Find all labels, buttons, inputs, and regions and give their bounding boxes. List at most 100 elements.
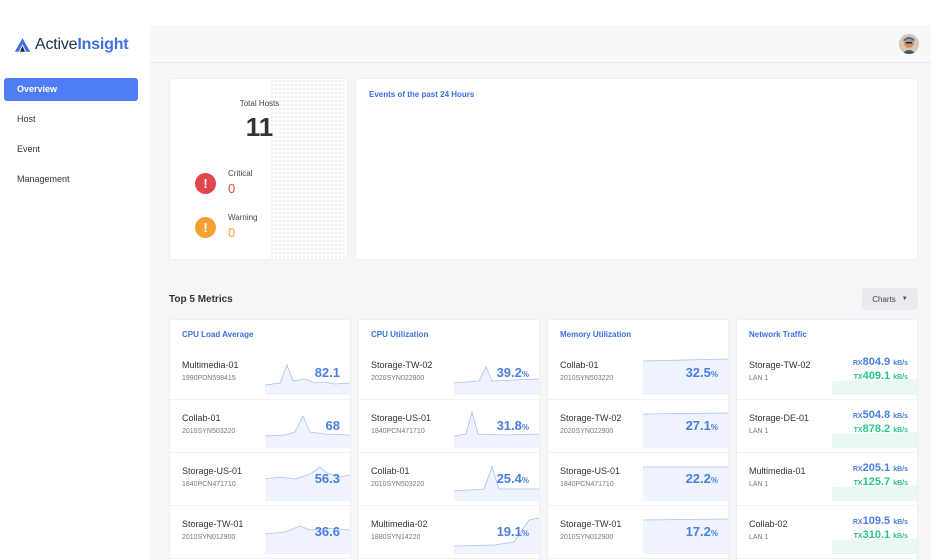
- network-row[interactable]: Storage-TW-02 LAN 1 RX804.9 kB/s TX409.1…: [737, 347, 917, 400]
- metric-value: 36.6: [314, 524, 340, 539]
- critical-count: 0: [228, 181, 236, 196]
- host-name: Storage-US-01: [560, 466, 621, 476]
- host-name: Storage-TW-02: [560, 413, 622, 423]
- top-bar: [150, 25, 931, 63]
- sparkline-chart: [832, 485, 917, 501]
- sparkline-chart: [832, 538, 917, 554]
- host-serial: 1990PDN598415: [182, 375, 236, 382]
- lan-label: LAN 1: [749, 534, 769, 541]
- metric-value: 27.1%: [685, 418, 718, 433]
- avatar-icon: [899, 34, 919, 54]
- host-name: Collab-01: [371, 466, 410, 476]
- host-name: Multimedia-01: [182, 360, 239, 370]
- brand-logo[interactable]: ActiveInsight: [0, 25, 150, 65]
- sidebar-item-event[interactable]: Event: [17, 144, 41, 154]
- events-title: Events of the past 24 Hours: [369, 90, 475, 99]
- caret-down-icon: ▼: [901, 296, 908, 302]
- host-serial: 1840PCN471710: [371, 428, 425, 435]
- metric-row[interactable]: Storage-US-01 1840PCN471710 22.2%: [548, 453, 728, 506]
- sidebar: ActiveInsight Overview Host Event Manage…: [0, 25, 150, 560]
- main-content: Total Hosts 11 ! Critical 0 ! Warning 0 …: [150, 25, 931, 560]
- sparkline-chart: [265, 415, 350, 448]
- host-serial: 2010SYN503220: [560, 375, 614, 382]
- metric-value: 56.3: [314, 471, 340, 486]
- warning-status[interactable]: ! Warning 0: [195, 213, 258, 240]
- host-serial: 2020SYN022900: [371, 375, 425, 382]
- network-traffic-card: Network Traffic Storage-TW-02 LAN 1 RX80…: [736, 319, 918, 560]
- events-card: Events of the past 24 Hours: [355, 78, 918, 260]
- network-row[interactable]: Multimedia-01 LAN 1 RX205.1 kB/s TX125.7…: [737, 453, 917, 506]
- sparkline-chart: [265, 466, 350, 501]
- sparkline-chart: [643, 358, 728, 395]
- sparkline-chart: [643, 466, 728, 501]
- tx-rate: TX125.7 kB/s: [853, 476, 908, 488]
- host-serial: 2010SYN012900: [182, 534, 236, 541]
- memory-utilization-card: Memory Utilization Collab-01 2010SYN5032…: [547, 319, 729, 560]
- host-name: Storage-US-01: [371, 413, 432, 423]
- warning-exclamation-icon: !: [195, 217, 216, 238]
- sparkline-chart: [832, 379, 917, 395]
- metric-row[interactable]: Collab-01 2010SYN503220 32.5%: [548, 347, 728, 400]
- rx-rate: RX504.8 kB/s: [852, 409, 908, 421]
- sparkline-chart: [454, 517, 539, 554]
- sparkline-chart: [832, 432, 917, 448]
- critical-exclamation-icon: !: [195, 173, 216, 194]
- metric-value: 19.1%: [496, 524, 529, 539]
- host-serial: 1840PCN471710: [182, 481, 236, 488]
- metric-row[interactable]: Storage-US-01 1840PCN471710 31.8%: [359, 400, 539, 453]
- brand-name: ActiveInsight: [35, 36, 129, 53]
- sparkline-chart: [265, 525, 350, 554]
- host-serial: 1840PCN471710: [560, 481, 614, 488]
- charts-dropdown-button[interactable]: Charts ▼: [862, 288, 918, 310]
- host-name: Collab-01: [560, 360, 599, 370]
- sidebar-item-host[interactable]: Host: [17, 114, 36, 124]
- user-avatar[interactable]: [899, 34, 919, 54]
- critical-label: Critical: [228, 169, 253, 178]
- host-name: Storage-TW-02: [749, 360, 811, 370]
- host-name: Multimedia-02: [371, 519, 428, 529]
- metric-row[interactable]: Storage-US-01 1840PCN471710 56.3: [170, 453, 350, 506]
- memory-utilization-title: Memory Utilization: [560, 330, 632, 339]
- sidebar-item-overview[interactable]: Overview: [4, 78, 138, 101]
- sparkline-chart: [265, 363, 350, 395]
- metric-row[interactable]: Multimedia-02 1880SYN14220 19.1%: [359, 506, 539, 559]
- metric-row[interactable]: Collab-01 2010SYN503220 25.4%: [359, 453, 539, 506]
- network-row[interactable]: Collab-02 LAN 1 RX109.5 kB/s TX310.1 kB/…: [737, 506, 917, 559]
- metric-row[interactable]: Storage-TW-02 2020SYN022900 27.1%: [548, 400, 728, 453]
- sparkline-chart: [643, 412, 728, 448]
- top-metrics-title: Top 5 Metrics: [169, 294, 233, 305]
- tx-rate: TX409.1 kB/s: [853, 370, 908, 382]
- metric-row[interactable]: Multimedia-01 1990PDN598415 82.1: [170, 347, 350, 400]
- critical-status[interactable]: ! Critical 0: [195, 169, 252, 196]
- metric-row[interactable]: Storage-TW-02 2020SYN022900 39.2%: [359, 347, 539, 400]
- metric-value: 25.4%: [496, 471, 529, 486]
- host-name: Collab-02: [749, 519, 788, 529]
- warning-label: Warning: [228, 213, 258, 222]
- rx-rate: RX804.9 kB/s: [852, 356, 908, 368]
- tx-rate: TX878.2 kB/s: [853, 423, 908, 435]
- sidebar-item-management[interactable]: Management: [17, 174, 70, 184]
- metric-value: 68: [325, 418, 340, 433]
- host-name: Storage-TW-01: [182, 519, 244, 529]
- metric-row[interactable]: Storage-TW-01 2010SYN012900 36.6: [170, 506, 350, 559]
- host-serial: 2010SYN012900: [560, 534, 614, 541]
- warning-count: 0: [228, 225, 236, 240]
- sparkline-chart: [454, 465, 539, 501]
- metric-value: 39.2%: [496, 365, 529, 380]
- network-traffic-title: Network Traffic: [749, 330, 807, 339]
- lan-label: LAN 1: [749, 375, 769, 382]
- host-name: Storage-US-01: [182, 466, 243, 476]
- metric-value: 17.2%: [685, 524, 718, 539]
- total-hosts-card: Total Hosts 11 ! Critical 0 ! Warning 0: [169, 78, 348, 260]
- network-row[interactable]: Storage-DE-01 LAN 1 RX504.8 kB/s TX878.2…: [737, 400, 917, 453]
- host-name: Storage-TW-01: [560, 519, 622, 529]
- metric-row[interactable]: Collab-01 2010SYN503220 68: [170, 400, 350, 453]
- metric-row[interactable]: Storage-TW-01 2010SYN012900 17.2%: [548, 506, 728, 559]
- sparkline-chart: [643, 518, 728, 554]
- lan-label: LAN 1: [749, 428, 769, 435]
- cpu-load-card: CPU Load Average Multimedia-01 1990PDN59…: [169, 319, 351, 560]
- host-serial: 2020SYN022900: [560, 428, 614, 435]
- charts-button-label: Charts: [872, 294, 896, 304]
- host-name: Storage-DE-01: [749, 413, 810, 423]
- cpu-load-title: CPU Load Average: [182, 330, 254, 339]
